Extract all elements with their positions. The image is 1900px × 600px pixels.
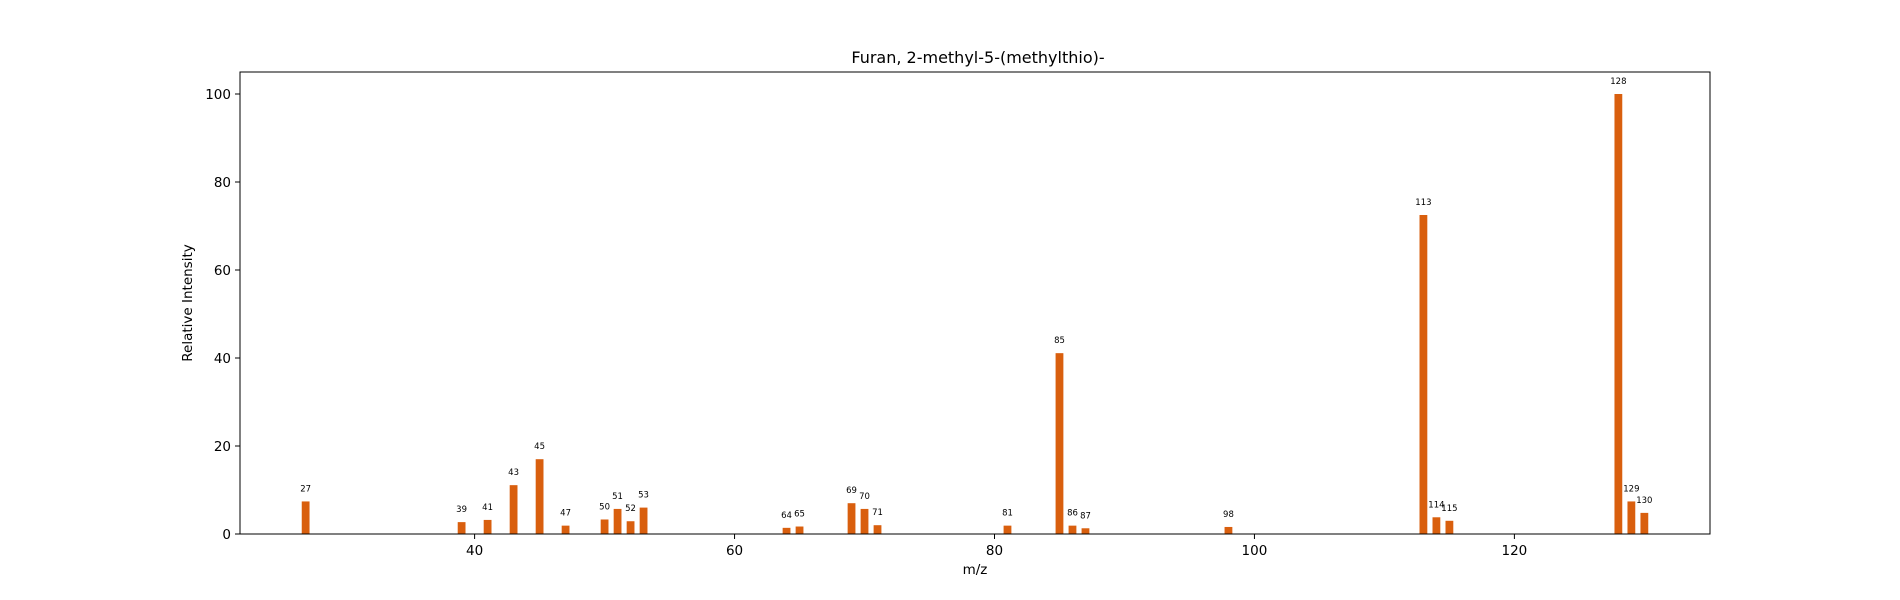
bar-mz-98 [1224,526,1233,534]
bar-label-mz-45: 45 [534,442,545,452]
bar-mz-65 [795,526,804,534]
bar-mz-129 [1627,501,1636,534]
bar-label-mz-69: 69 [846,486,857,496]
bar-mz-64 [782,527,791,534]
bar-mz-27 [301,501,310,534]
x-axis-label: m/z [963,562,988,578]
x-tick-label: 40 [466,543,483,559]
x-tick-label: 60 [726,543,743,559]
bar-mz-51 [613,508,622,534]
bar-mz-130 [1640,512,1649,534]
bar-label-mz-87: 87 [1080,511,1091,521]
bar-label-mz-39: 39 [456,505,467,515]
y-tick-label: 40 [214,351,231,367]
bar-mz-50 [600,519,609,534]
x-tick-label: 100 [1242,543,1268,559]
bar-mz-113 [1419,215,1428,534]
bar-mz-43 [509,485,518,534]
bar-label-mz-129: 129 [1623,484,1639,494]
bar-label-mz-47: 47 [560,509,571,519]
bar-label-mz-128: 128 [1610,77,1626,87]
bar-mz-70 [860,508,869,534]
bar-mz-41 [483,519,492,534]
bar-label-mz-81: 81 [1002,509,1013,519]
bar-label-mz-98: 98 [1223,510,1234,520]
x-tick-label: 80 [986,543,1003,559]
bar-mz-85 [1055,353,1064,534]
bar-label-mz-114: 114 [1428,500,1444,510]
y-tick-label: 80 [214,175,231,191]
bar-label-mz-50: 50 [599,502,610,512]
bar-mz-39 [457,522,466,534]
bar-mz-45 [535,459,544,534]
chart-title: Furan, 2-methyl-5-(methylthio)- [851,48,1104,67]
bar-mz-114 [1432,517,1441,534]
bar-label-mz-51: 51 [612,492,623,502]
bar-label-mz-70: 70 [859,492,870,502]
bar-label-mz-115: 115 [1441,504,1457,514]
bar-label-mz-43: 43 [508,468,519,478]
y-axis-ticks: 0 20 40 60 80 100 [205,87,240,543]
bar-label-mz-53: 53 [638,491,649,501]
bar-label-mz-86: 86 [1067,509,1078,519]
y-tick-label: 60 [214,263,231,279]
x-tick-label: 120 [1501,543,1527,559]
bar-label-mz-65: 65 [794,510,805,520]
bar-label-mz-27: 27 [300,484,311,494]
bar-label-mz-52: 52 [625,504,636,514]
bar-mz-53 [639,507,648,534]
bar-label-mz-113: 113 [1415,198,1431,208]
bar-label-mz-64: 64 [781,511,792,521]
bar-mz-115 [1445,520,1454,534]
bar-mz-69 [847,503,856,534]
bar-mz-128 [1614,94,1623,534]
bar-mz-87 [1081,528,1090,534]
y-tick-label: 100 [205,87,231,103]
bar-mz-47 [561,525,570,534]
bar-mz-81 [1003,525,1012,534]
bar-mz-71 [873,525,882,534]
bar-label-mz-71: 71 [872,508,883,518]
y-axis-label: Relative Intensity [180,244,196,362]
bar-mz-86 [1068,525,1077,534]
y-tick-label: 20 [214,439,231,455]
bar-mz-52 [626,521,635,534]
bar-label-mz-85: 85 [1054,336,1065,346]
plot-frame [239,71,1711,535]
bar-label-mz-41: 41 [482,503,493,513]
y-tick-label: 0 [222,527,231,543]
x-axis-ticks: 40 60 80 100 120 [466,534,1527,559]
bar-label-mz-130: 130 [1636,496,1652,506]
bars-group [301,94,1649,534]
